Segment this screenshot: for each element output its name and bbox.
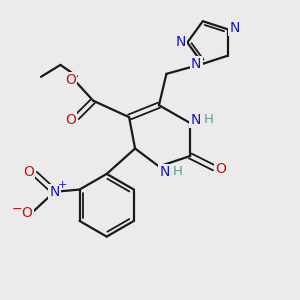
Text: −: −	[12, 203, 22, 216]
Text: N: N	[176, 35, 186, 50]
Text: O: O	[23, 164, 34, 178]
Text: N: N	[190, 112, 201, 127]
Text: N: N	[191, 57, 201, 71]
Text: O: O	[22, 206, 32, 220]
Text: N: N	[49, 185, 60, 199]
Text: N: N	[159, 165, 169, 179]
Text: O: O	[215, 162, 226, 176]
Text: N: N	[229, 21, 240, 35]
Text: O: O	[65, 112, 76, 127]
Text: H: H	[204, 113, 214, 126]
Text: H: H	[172, 165, 182, 178]
Text: +: +	[58, 180, 68, 190]
Text: O: O	[65, 74, 76, 87]
